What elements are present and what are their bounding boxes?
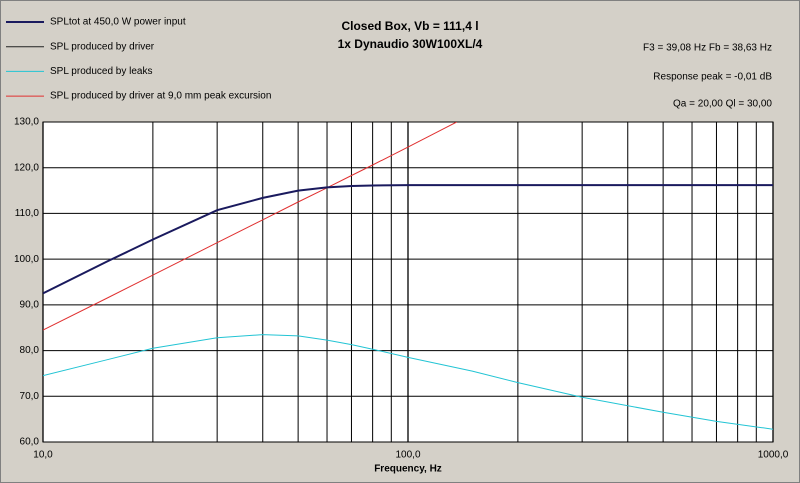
legend-label: SPL produced by driver — [50, 41, 155, 52]
plot-border — [42, 121, 774, 443]
legend-label: SPL produced by driver at 9,0 mm peak ex… — [50, 91, 271, 102]
annotation: F3 = 39,08 Hz Fb = 38,63 Hz — [643, 43, 772, 54]
annotation: Response peak = -0,01 dB — [653, 72, 772, 83]
y-tick-label: 60,0 — [20, 437, 40, 448]
y-tick-label: 90,0 — [20, 299, 40, 310]
y-tick-label: 130,0 — [14, 117, 39, 128]
chart-subtitle: 1x Dynaudio 30W100XL/4 — [338, 37, 483, 51]
series-line — [43, 184, 773, 295]
legend-label: SPLtot at 450,0 W power input — [50, 17, 186, 28]
x-tick-label: 1000,0 — [758, 450, 789, 461]
y-tick-label: 80,0 — [20, 345, 40, 356]
series-line — [43, 334, 773, 430]
x-tick-label: 100,0 — [395, 450, 420, 461]
x-axis-label: Frequency, Hz — [374, 464, 442, 475]
series-line — [43, 122, 457, 331]
y-tick-label: 70,0 — [20, 391, 40, 402]
annotation: Qa = 20,00 Ql = 30,00 — [673, 99, 772, 110]
y-tick-label: 100,0 — [14, 254, 39, 265]
legend-label: SPL produced by leaks — [50, 66, 152, 77]
chart-title: Closed Box, Vb = 111,4 l — [341, 19, 478, 33]
y-tick-label: 120,0 — [14, 162, 39, 173]
y-tick-label: 110,0 — [15, 208, 40, 219]
x-tick-label: 10,0 — [33, 450, 53, 461]
